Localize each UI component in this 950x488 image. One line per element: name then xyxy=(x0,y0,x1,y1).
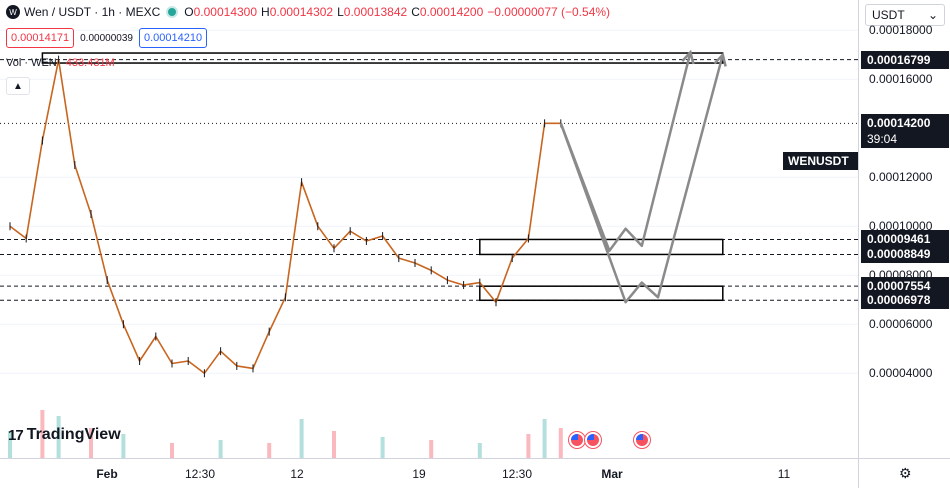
volume-bar xyxy=(8,431,12,458)
last-price-tag: 0.00014200 39:04 xyxy=(861,114,949,149)
volume-bar xyxy=(170,443,174,458)
volume-bar xyxy=(218,440,223,458)
volume-bar xyxy=(56,416,61,458)
price-level-tag: 0.00008849 xyxy=(861,245,949,264)
volume-bar xyxy=(558,428,563,458)
price-axis-label: 0.00004000 xyxy=(869,366,933,381)
market-open-dot-icon xyxy=(168,8,177,16)
volume-bar xyxy=(526,434,531,458)
volume-legend: Vol · WEN 433.431M xyxy=(6,57,115,69)
volume-bar xyxy=(380,437,385,458)
price-axis-label: 0.00006000 xyxy=(869,317,933,332)
projection-arrowhead xyxy=(681,49,695,65)
price-level-tag: 0.00009461 xyxy=(861,230,949,249)
time-axis-label: Feb xyxy=(96,467,118,481)
bar-countdown: 39:04 xyxy=(867,132,898,147)
volume-bar xyxy=(542,419,547,458)
chevron-up-icon: ▲ xyxy=(13,80,23,92)
time-axis-label: 12:30 xyxy=(501,467,533,481)
axis-corner: ⚙ xyxy=(858,458,950,488)
volume-label[interactable]: Vol · WEN xyxy=(6,57,57,69)
projection-path xyxy=(559,51,692,252)
tradingview-logo[interactable]: 17 TradingView xyxy=(8,426,121,444)
gear-icon[interactable]: ⚙ xyxy=(899,465,912,481)
tradingview-wordmark: TradingView xyxy=(26,426,121,443)
price-axis-label: 0.00010000 xyxy=(869,219,933,234)
volume-bar xyxy=(89,428,93,458)
projection-path xyxy=(559,54,725,304)
last-price-value: 0.00014200 xyxy=(867,116,931,131)
volume-bar xyxy=(121,434,126,458)
zone-rectangle xyxy=(479,238,724,256)
low-label: L xyxy=(337,5,344,19)
time-axis-label: 19 xyxy=(412,467,426,481)
high-label: H xyxy=(261,5,270,19)
chevron-down-icon: ⌄ xyxy=(927,8,938,22)
us-flag-icon[interactable] xyxy=(633,432,650,448)
projection-arrowhead xyxy=(713,52,727,67)
volume-bar xyxy=(267,443,272,458)
zone-rectangle xyxy=(479,285,724,302)
price-axis-label: 0.00016000 xyxy=(869,72,933,87)
volume-bar xyxy=(429,440,434,458)
close-label: C xyxy=(411,5,420,19)
volume-value: 433.431M xyxy=(65,57,115,69)
time-axis-label: 12 xyxy=(290,467,304,481)
price-chart[interactable] xyxy=(0,0,858,458)
price-axis-label: 0.00018000 xyxy=(869,23,933,38)
symbol-tag: WENUSDT xyxy=(783,152,858,170)
price-axis-label: 0.00012000 xyxy=(869,170,933,185)
time-axis-label: 12:30 xyxy=(184,467,216,481)
spread-value: 0.00000039 xyxy=(80,32,133,44)
change-value: −0.00000077 (−0.54%) xyxy=(487,5,611,19)
volume-bar xyxy=(332,431,336,458)
time-axis-label: 11 xyxy=(777,467,791,481)
volume-bar xyxy=(299,419,304,458)
sell-button[interactable]: 0.00014171 xyxy=(6,28,75,48)
volume-bar xyxy=(477,443,482,458)
price-axis[interactable]: USDT ⌄ 0.00018000 0.00016000 0.00012000 0.0… xyxy=(858,0,950,458)
close-value: 0.00014200 xyxy=(419,5,484,19)
open-value: 0.00014300 xyxy=(193,5,258,19)
chart-legend: W Wen / USDT · 1h · MEXC O 0.00014300 H … xyxy=(6,5,614,19)
chart-area[interactable]: W Wen / USDT · 1h · MEXC O 0.00014300 H … xyxy=(0,0,858,458)
price-series-line xyxy=(9,58,561,375)
volume-bar xyxy=(40,410,45,458)
low-value: 0.00013842 xyxy=(343,5,408,19)
high-value: 0.00014302 xyxy=(269,5,334,19)
tradingview-mark-icon: 17 xyxy=(8,426,24,444)
price-level-tag: 0.00007554 xyxy=(861,277,949,296)
buy-button[interactable]: 0.00014210 xyxy=(138,28,208,48)
currency-select[interactable]: USDT ⌄ xyxy=(865,4,945,26)
open-label: O xyxy=(184,5,194,19)
time-axis[interactable]: Feb 12:30 12 19 12:30 Mar 11 xyxy=(0,458,858,488)
symbol-title[interactable]: Wen / USDT · 1h · MEXC xyxy=(24,5,161,19)
price-level-tag: 0.00006978 xyxy=(861,291,949,310)
zone-rectangle xyxy=(41,52,724,64)
wen-coin-icon[interactable]: W xyxy=(6,5,20,19)
currency-label: USDT xyxy=(872,8,905,22)
collapse-legend-button[interactable]: ▲ xyxy=(6,77,30,95)
time-axis-label: Mar xyxy=(601,467,623,481)
trade-buttons: 0.00014171 0.00000039 0.00014210 xyxy=(6,28,208,48)
price-level-tag: 0.00016799 xyxy=(861,50,949,69)
us-flag-icon[interactable] xyxy=(585,432,602,448)
us-flag-icon[interactable] xyxy=(569,432,585,448)
